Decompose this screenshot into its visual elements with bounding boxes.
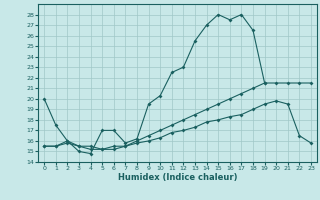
X-axis label: Humidex (Indice chaleur): Humidex (Indice chaleur) (118, 173, 237, 182)
